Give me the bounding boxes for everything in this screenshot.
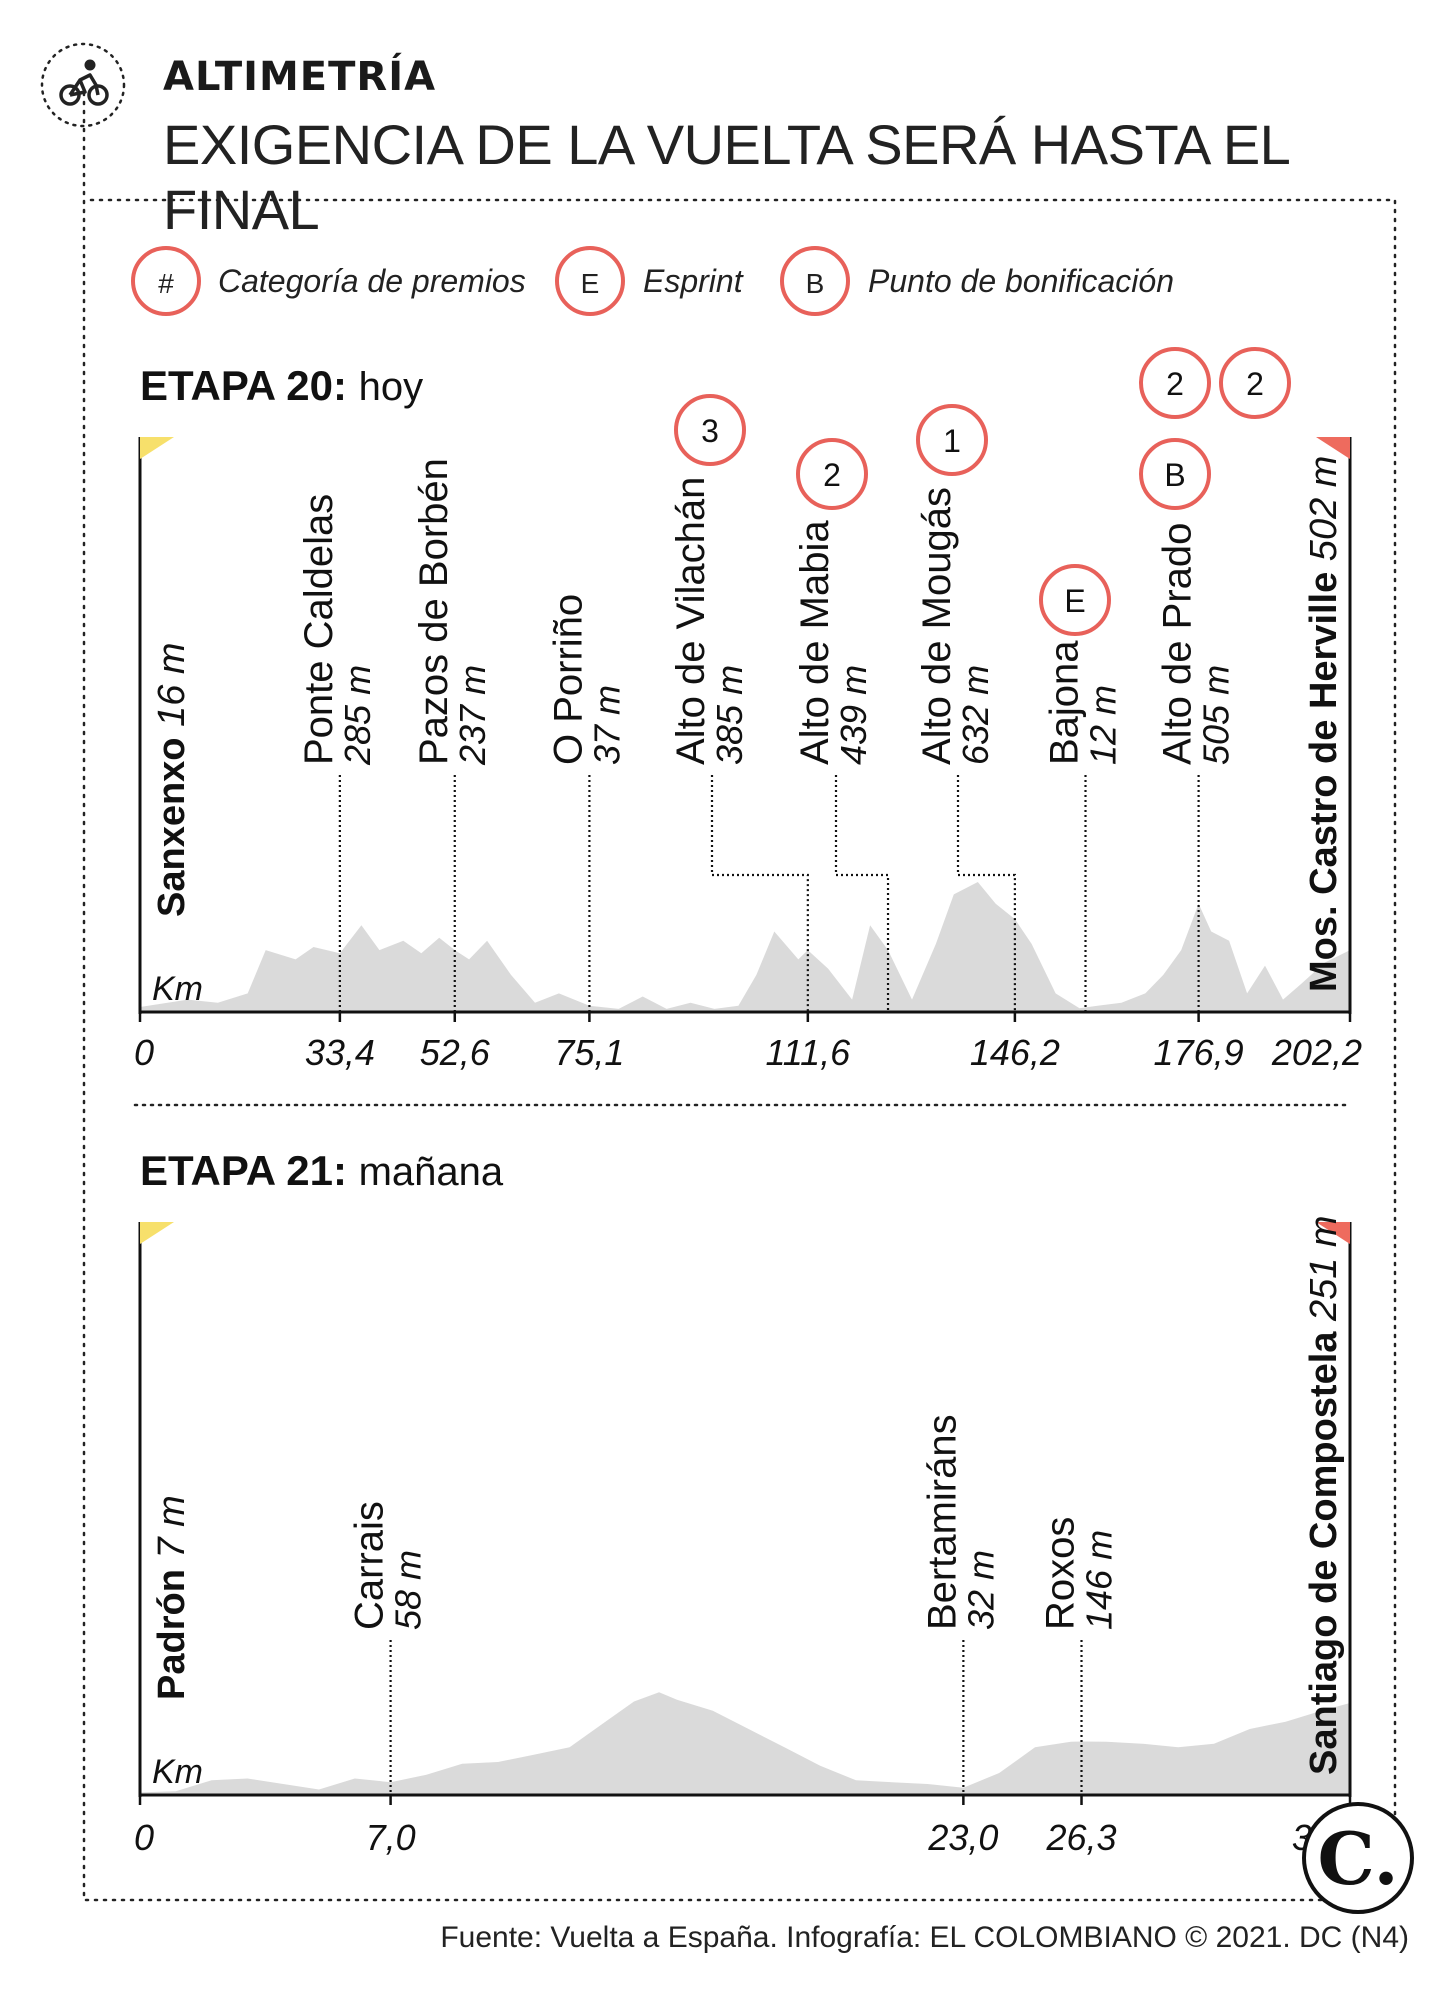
km-tick-label: 7,0 [366,1817,416,1858]
legend-sprint-label: Esprint [643,263,744,299]
badge-circle [1039,564,1111,636]
kicker-title: ALTIMETRÍA [163,54,437,100]
stage-when: hoy [359,365,424,409]
waypoint-name: Alto de Mougás [915,487,959,765]
badge-label: 3 [701,413,719,449]
axis-label-km: Km [152,970,203,1008]
waypoint-altitude: 285 m [337,665,378,766]
elevation-profile [140,882,1350,1012]
km-tick-label: 52,6 [420,1032,491,1073]
start-location-alt: 16 m [151,642,193,726]
waypoint-name: Alto de Vilachán [669,477,713,765]
cyclist-icon [40,42,126,128]
waypoint-altitude: 146 m [1079,1530,1120,1630]
km-tick-label: 75,1 [554,1032,624,1073]
badge-label: 1 [943,423,961,459]
badge-circle [1219,347,1291,419]
legend-sprint-symbol [555,246,625,316]
legend-category-symbol [131,246,201,316]
badge-label: 2 [823,457,841,493]
start-location-alt: 7 m [151,1495,193,1558]
page-title: EXIGENCIA DE LA VUELTA SERÁ HASTA EL FIN… [163,113,1289,241]
waypoint-name: Pazos de Borbén [412,458,456,765]
badge-circle [916,404,988,476]
badge-circle [796,438,868,510]
waypoint-altitude: 385 m [709,665,750,765]
stage-title: ETAPA 21: mañana [140,1147,504,1194]
legend-bonus-symbol [780,246,850,316]
km-tick-label: 146,2 [970,1032,1060,1073]
km-tick-label: 176,9 [1154,1032,1244,1073]
km-tick-label: 0 [134,1817,154,1858]
leader-line [834,775,890,1012]
waypoint-name: Carrais [348,1501,392,1630]
start-flag [140,437,174,459]
badge-label: 2 [1166,366,1184,402]
waypoint-altitude: 32 m [960,1550,1001,1630]
finish-location-alt: 502 m [1303,456,1345,562]
start-location-name: Sanxenxo [151,727,193,917]
stage-title: ETAPA 20: hoy [140,362,423,409]
legend-sprint-glyph: E [581,268,600,299]
badge-circle [1139,347,1211,419]
waypoint-altitude: 37 m [586,685,627,765]
finish-location-name: Mos. Castro de Herville [1303,561,1345,992]
waypoint-altitude: 632 m [955,665,996,765]
badge-circle [674,394,746,466]
finish-location-name: Santiago de Compostela [1303,1321,1345,1775]
finish-flag [1316,1222,1350,1244]
km-tick-label: 23,0 [927,1817,998,1858]
waypoint-name: Alto de Prado [1156,523,1200,765]
km-tick-label: 0 [134,1032,154,1073]
stage-when: mañana [359,1150,504,1194]
stage-chart-2: ETAPA 21: mañanaKm07,023,026,333,8Padrón… [134,1147,1362,1858]
logo-text: C. [1317,1816,1398,1901]
waypoint-name: Bertamiráns [920,1414,964,1630]
waypoint-altitude: 439 m [833,665,874,765]
waypoint-altitude: 12 m [1082,685,1123,765]
start-location-name: Padrón [151,1559,193,1700]
start-flag [140,1222,174,1244]
elevation-profile [140,1692,1350,1795]
badge-label: B [1164,457,1185,493]
start-location-label: Padrón 7 m [151,1495,193,1700]
legend-category-glyph: # [158,268,174,299]
waypoint-name: Alto de Mabia [793,520,837,765]
start-location-label: Sanxenxo 16 m [151,642,193,917]
leader-line [956,775,1016,1012]
waypoint-name: Ponte Caldelas [297,494,341,765]
km-tick-label: 26,3 [1045,1817,1116,1858]
badge-label: E [1064,583,1085,619]
waypoint-name: Roxos [1039,1517,1083,1630]
stage-chart-1: ETAPA 20: hoy Km 0 33,4 52,6 75,1 111,6 146,2 17… [134,347,1362,1073]
badge-circle [1139,438,1211,510]
finish-location-alt: 251 m [1303,1215,1345,1322]
waypoint-altitude: 505 m [1196,665,1237,765]
km-tick-label: 33,4 [305,1032,375,1073]
el-colombiano-logo: C. [1302,1802,1414,1914]
legend-category-label: Categoría de premios [218,263,526,299]
leader-line [710,775,809,1012]
finish-location-label: Santiago de Compostela 251 m [1303,1215,1345,1775]
km-tick-label: 202,2 [1271,1032,1362,1073]
source-note: Fuente: Vuelta a España. Infografía: EL … [440,1921,1409,1954]
legend-bonus-glyph: B [806,268,825,299]
km-tick-label: 111,6 [765,1032,851,1073]
axis-label-km: Km [152,1753,203,1791]
waypoint-name: O Porriño [546,594,590,765]
legend: # Categoría de premios E Esprint B Punto… [131,246,1174,316]
waypoint-name: Bajona [1042,640,1086,765]
legend-bonus-label: Punto de bonificación [868,263,1174,299]
waypoint-altitude: 237 m [452,665,493,766]
finish-location-label: Mos. Castro de Herville 502 m [1303,456,1345,992]
dotted-frame [82,91,1397,1902]
waypoint-altitude: 58 m [388,1550,429,1630]
badge-label: 2 [1246,366,1264,402]
finish-flag [1316,437,1350,459]
